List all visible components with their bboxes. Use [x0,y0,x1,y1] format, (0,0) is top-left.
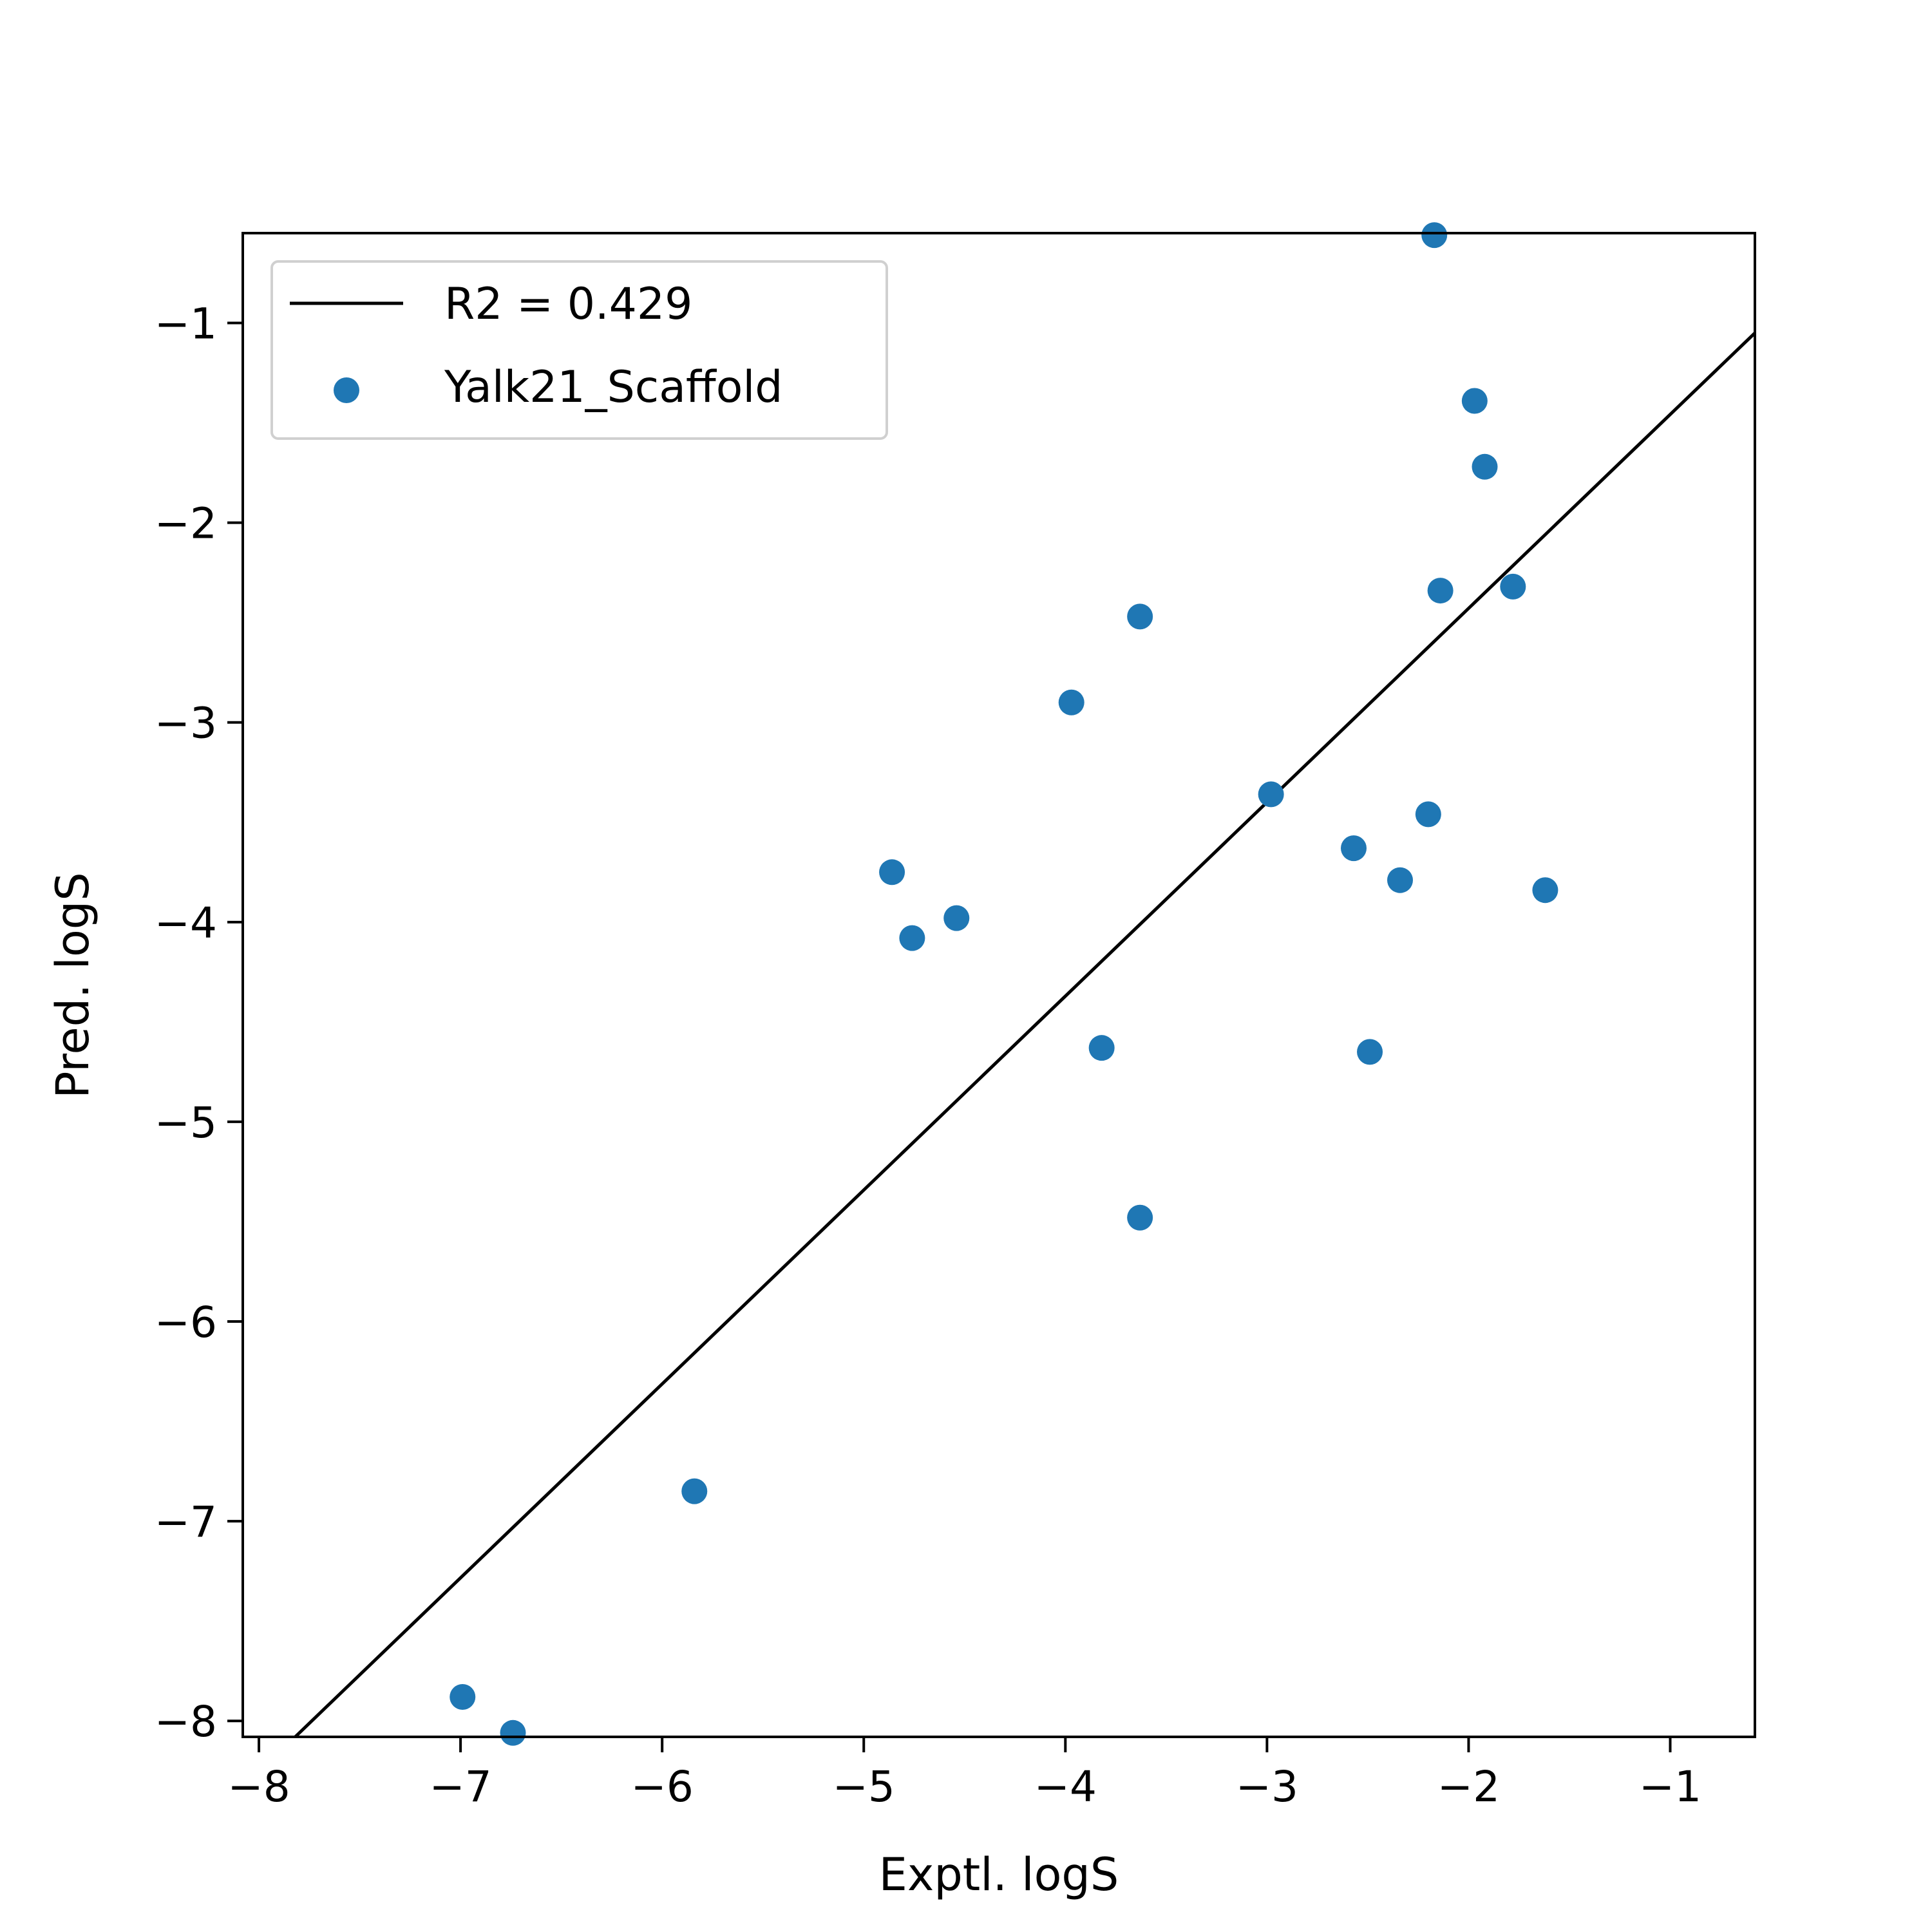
data-point [500,1719,526,1746]
plot-frame [242,232,1756,1738]
y-axis-ticks: −8 −7 −6 −5 −4 −3 −2 −1 [155,299,243,1747]
data-point [1387,867,1414,893]
y-tick-label: −4 [155,898,217,948]
fit-line-layer [294,332,1756,1738]
data-point [1357,1039,1383,1065]
data-point [1427,578,1454,604]
legend-point-label: Yalk21_Scaffold [444,362,782,413]
y-tick-label: −3 [155,699,217,748]
x-tick-label: −5 [833,1762,895,1812]
y-tick-label: −8 [155,1697,217,1747]
fit-line [294,332,1756,1738]
data-point [450,1683,476,1710]
y-tick-label: −6 [155,1298,217,1347]
x-tick-label: −3 [1236,1762,1298,1812]
x-tick-label: −8 [227,1762,290,1812]
legend-point-swatch [334,377,359,403]
data-point [1500,573,1526,600]
data-point [943,905,970,931]
data-point [1532,877,1558,904]
data-point [1472,453,1498,480]
y-axis-label: Pred. logS [46,872,99,1098]
data-point [1127,1204,1153,1231]
y-tick-label: −5 [155,1098,217,1148]
x-tick-label: −7 [429,1762,491,1812]
data-points-layer [450,222,1558,1746]
y-tick-label: −2 [155,499,217,549]
x-axis-label: Exptl. logS [879,1848,1119,1901]
data-point [681,1478,708,1504]
y-tick-label: −7 [155,1497,217,1547]
legend: R2 = 0.429 Yalk21_Scaffold [270,260,888,440]
data-point [1088,1035,1115,1061]
data-point [899,925,925,951]
data-point [1461,388,1488,414]
x-tick-label: −2 [1437,1762,1500,1812]
data-point [1340,835,1367,862]
data-point [1421,222,1448,249]
data-point [1415,801,1441,828]
x-tick-label: −4 [1034,1762,1097,1812]
y-tick-label: −1 [155,299,217,349]
data-point [1258,781,1284,808]
legend-line-label: R2 = 0.429 [444,279,692,330]
legend-box [270,260,888,440]
x-tick-label: −6 [631,1762,694,1812]
data-point [879,859,905,886]
data-point [1058,689,1084,715]
data-point [1127,603,1153,630]
x-tick-label: −1 [1639,1762,1701,1812]
x-axis-ticks: −8 −7 −6 −5 −4 −3 −2 −1 [227,1737,1701,1812]
